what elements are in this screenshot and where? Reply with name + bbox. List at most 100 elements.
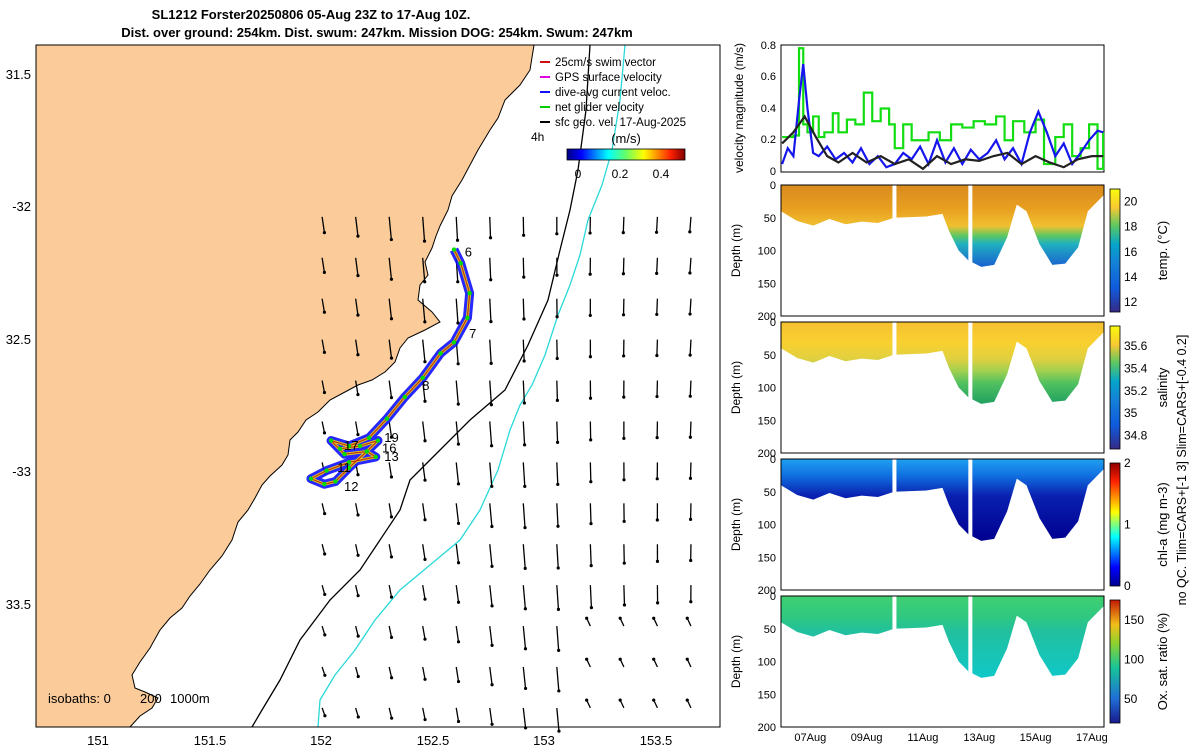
geo-velocity-arrowhead: [688, 476, 693, 480]
chlorophyll-ytick: 150: [758, 552, 776, 564]
day-label: 11: [337, 460, 351, 475]
map-xtick: 151: [87, 733, 109, 748]
velocity-series: [781, 47, 1105, 171]
geo-velocity-arrowhead: [688, 435, 692, 439]
legend-net-label: net glider velocity: [555, 102, 644, 114]
legend-sfc-geo: sfc geo. vel. 17-Aug-2025: [540, 117, 686, 129]
geo-velocity-arrowhead: [490, 643, 494, 647]
day-label: 19: [384, 430, 398, 445]
temperature-frame: [780, 184, 1105, 317]
isobath-200: [251, 45, 591, 727]
qc-side-note: no QC. Tlim=CARS+[-1 3] Slim=CARS+[-0.4 …: [1175, 335, 1189, 606]
geo-velocity-arrowhead: [652, 698, 656, 702]
geo-velocity-arrowhead: [490, 564, 494, 568]
chlorophyll-colorbar-label: chl-a (mg m-3): [1155, 482, 1170, 567]
geo-velocity-arrow: [422, 707, 426, 720]
geo-velocity-arrowhead: [323, 714, 327, 718]
geo-velocity-arrowhead: [655, 394, 659, 399]
chlorophyll-colorbar-tick: 2: [1124, 456, 1131, 470]
map-xtick: 152.5: [417, 733, 450, 748]
geo-velocity-arrow: [556, 626, 560, 651]
geo-velocity-arrow: [489, 257, 492, 280]
geo-velocity-arrowhead: [356, 392, 360, 397]
track-point: [357, 443, 363, 449]
geo-velocity-arrowhead: [523, 686, 528, 691]
map-xtick: 153: [533, 733, 555, 748]
geo-velocity-arrowhead: [423, 360, 427, 364]
legend-gps: GPS surface velocity: [540, 72, 662, 84]
track-point: [458, 261, 463, 266]
geo-velocity-arrowhead: [523, 484, 527, 488]
track-point: [402, 394, 408, 400]
temperature-colorbar: [1109, 188, 1121, 313]
temperature-colorbar-tick: 18: [1124, 220, 1138, 234]
geo-velocity-arrowhead: [356, 473, 360, 477]
geo-velocity-arrowhead: [490, 683, 494, 687]
geo-velocity-arrowhead: [655, 436, 659, 440]
geo-velocity-arrow: [321, 298, 326, 313]
geo-velocity-arrowhead: [456, 600, 461, 604]
geo-velocity-arrowhead: [585, 657, 589, 661]
track-point: [375, 438, 381, 443]
geo-velocity-arrowhead: [689, 600, 693, 604]
geo-velocity-arrowhead: [389, 317, 394, 321]
geo-velocity-arrowhead: [557, 648, 561, 652]
section-chlorophyll: 0 50 100 150 200 Depth (m) 0 1 2 chl-a (mg m-3): [729, 454, 1170, 597]
legend-net-velocity: net glider velocity: [540, 102, 644, 114]
oxygen-field: [781, 596, 1104, 678]
geo-velocity-arrowhead: [688, 271, 692, 275]
geo-velocity-arrow: [455, 462, 460, 484]
legend-dive-avg: dive-avg current veloc.: [540, 87, 671, 99]
temperature-colorbar-tick: 20: [1124, 195, 1138, 209]
chlorophyll-data-gap: [968, 459, 973, 541]
temperature-ytick: 100: [758, 246, 776, 258]
geo-velocity-arrow: [422, 257, 426, 282]
geo-velocity-arrowhead: [588, 231, 592, 235]
day-label: 16: [382, 441, 396, 456]
geo-velocity-arrowhead: [390, 716, 394, 720]
geo-velocity-arrowhead: [688, 230, 692, 234]
geo-velocity-arrowhead: [622, 603, 627, 607]
speed-colorbar-title: (m/s): [611, 131, 641, 146]
geo-velocity-arrowhead: [490, 604, 494, 608]
geo-velocity-arrow: [689, 216, 692, 232]
track-point: [346, 465, 352, 471]
geo-velocity-arrowhead: [556, 524, 560, 528]
geo-velocity-arrowhead: [456, 362, 460, 366]
velocity-series-line: [781, 63, 1104, 169]
geo-velocity-arrow: [455, 544, 460, 563]
geo-velocity-arrowhead: [389, 595, 394, 599]
map-ytick: -33: [12, 464, 31, 479]
geo-velocity-arrow: [522, 503, 526, 528]
map-ytick: 33.5: [6, 597, 31, 612]
geo-velocity-arrowhead: [489, 403, 493, 407]
geo-velocity-arrowhead: [490, 524, 494, 529]
geo-velocity-arrowhead: [622, 436, 626, 440]
geo-velocity-arrowhead: [555, 440, 560, 444]
oxygen-ytick: 100: [758, 657, 776, 669]
map-frame: [35, 44, 721, 728]
geo-velocity-arrow: [455, 421, 460, 445]
oxygen-colorbar: [1109, 599, 1121, 724]
geo-velocity-arrowhead: [389, 635, 394, 640]
geo-velocity-arrowhead: [688, 394, 692, 398]
geo-velocity-arrowhead: [621, 313, 626, 317]
geo-velocity-arrowhead: [688, 353, 692, 357]
geo-velocity-arrow: [556, 666, 560, 691]
map-y-ticks: 31.5 -32 32.5 -33 33.5: [6, 67, 31, 612]
track-point: [346, 460, 352, 465]
geo-velocity-arrow: [489, 380, 493, 405]
speed-colorbar-tick: 0.2: [612, 167, 629, 181]
salinity-frame: [780, 321, 1105, 454]
geo-velocity-arrow: [556, 544, 559, 568]
track-point: [373, 454, 378, 460]
geo-velocity-arrowhead: [522, 233, 526, 237]
salinity-field: [781, 322, 1104, 404]
geo-velocity-arrow: [388, 257, 393, 280]
legend-swim-label: 25cm/s swim vector: [555, 57, 656, 69]
geo-velocity-arrowhead: [456, 561, 461, 565]
temperature-ytick: 50: [764, 213, 776, 225]
geo-velocity-arrow: [355, 380, 359, 395]
geo-velocity-arrow: [455, 707, 460, 722]
chlorophyll-ytick: 100: [758, 520, 776, 532]
